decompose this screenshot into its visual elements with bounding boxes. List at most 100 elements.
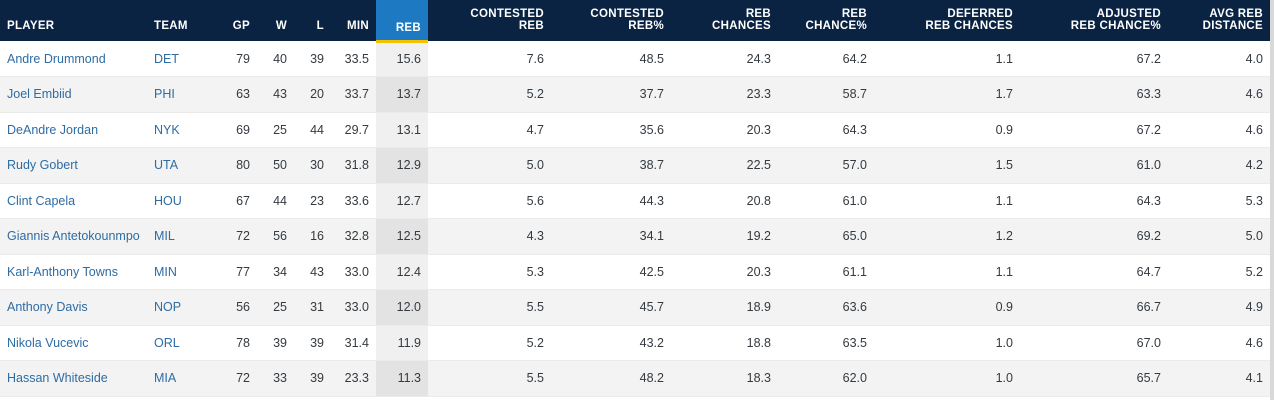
cell-w: 56: [257, 218, 294, 255]
team-link[interactable]: MIN: [147, 254, 217, 290]
cell-deferred-reb-chances: 1.7: [874, 76, 1020, 113]
column-header-w[interactable]: W: [257, 0, 294, 41]
player-link[interactable]: Nikola Vucevic: [0, 325, 147, 361]
column-header-gp[interactable]: GP: [217, 0, 257, 41]
cell-gp: 56: [217, 289, 257, 326]
scrollbar[interactable]: [1270, 0, 1274, 400]
player-link[interactable]: Andre Drummond: [0, 41, 147, 77]
team-link[interactable]: HOU: [147, 183, 217, 219]
cell-contested-reb-pct: 48.5: [551, 41, 671, 77]
cell-contested-reb: 5.6: [428, 183, 551, 219]
cell-reb: 12.7: [376, 183, 428, 219]
cell-w: 25: [257, 112, 294, 148]
cell-min: 33.6: [331, 183, 376, 219]
column-header-reb-chance-pct[interactable]: REB CHANCE%: [778, 0, 874, 41]
cell-reb-chances: 20.3: [671, 254, 778, 290]
cell-reb-chances: 19.2: [671, 218, 778, 255]
cell-adjusted-reb-chance-pct: 66.7: [1020, 289, 1168, 326]
column-header-l[interactable]: L: [294, 0, 331, 41]
cell-l: 30: [294, 147, 331, 184]
cell-reb: 13.7: [376, 76, 428, 113]
cell-reb-chances: 20.8: [671, 183, 778, 219]
cell-gp: 63: [217, 76, 257, 113]
cell-contested-reb-pct: 35.6: [551, 112, 671, 148]
player-link[interactable]: Rudy Gobert: [0, 147, 147, 184]
cell-gp: 79: [217, 41, 257, 77]
cell-adjusted-reb-chance-pct: 63.3: [1020, 76, 1168, 113]
table-row: Nikola Vucevic ORL 78 39 39 31.4 11.9 5.2 43.2 18…: [0, 325, 1270, 361]
cell-reb-chance-pct: 61.0: [778, 183, 874, 219]
cell-reb-chance-pct: 58.7: [778, 76, 874, 113]
cell-l: 23: [294, 183, 331, 219]
cell-l: 44: [294, 112, 331, 148]
cell-avg-reb-distance: 5.2: [1168, 254, 1270, 290]
cell-avg-reb-distance: 4.9: [1168, 289, 1270, 326]
cell-contested-reb-pct: 38.7: [551, 147, 671, 184]
cell-contested-reb: 5.5: [428, 289, 551, 326]
cell-reb-chance-pct: 62.0: [778, 360, 874, 397]
cell-adjusted-reb-chance-pct: 65.7: [1020, 360, 1168, 397]
cell-contested-reb-pct: 45.7: [551, 289, 671, 326]
cell-deferred-reb-chances: 1.1: [874, 254, 1020, 290]
cell-min: 33.0: [331, 254, 376, 290]
cell-contested-reb: 4.3: [428, 218, 551, 255]
team-link[interactable]: DET: [147, 41, 217, 77]
column-header-adjusted-reb-chance-pct[interactable]: ADJUSTED REB CHANCE%: [1020, 0, 1168, 41]
cell-adjusted-reb-chance-pct: 67.0: [1020, 325, 1168, 361]
cell-contested-reb: 7.6: [428, 41, 551, 77]
cell-reb-chances: 18.8: [671, 325, 778, 361]
column-header-deferred-reb-chances[interactable]: DEFERRED REB CHANCES: [874, 0, 1020, 41]
player-link[interactable]: Giannis Antetokounmpo: [0, 218, 147, 255]
cell-adjusted-reb-chance-pct: 64.3: [1020, 183, 1168, 219]
cell-contested-reb: 5.3: [428, 254, 551, 290]
cell-reb: 12.5: [376, 218, 428, 255]
team-link[interactable]: MIL: [147, 218, 217, 255]
cell-contested-reb-pct: 48.2: [551, 360, 671, 397]
cell-deferred-reb-chances: 1.5: [874, 147, 1020, 184]
team-link[interactable]: NOP: [147, 289, 217, 326]
cell-l: 20: [294, 76, 331, 113]
table-row: Joel Embiid PHI 63 43 20 33.7 13.7 5.2 37.7 23.3 5…: [0, 76, 1270, 113]
column-header-contested-reb[interactable]: CONTESTED REB: [428, 0, 551, 41]
cell-adjusted-reb-chance-pct: 61.0: [1020, 147, 1168, 184]
cell-contested-reb: 5.5: [428, 360, 551, 397]
column-header-player[interactable]: PLAYER: [0, 0, 147, 41]
cell-reb-chance-pct: 57.0: [778, 147, 874, 184]
column-header-contested-reb-pct[interactable]: CONTESTED REB%: [551, 0, 671, 41]
team-link[interactable]: PHI: [147, 76, 217, 113]
team-link[interactable]: MIA: [147, 360, 217, 397]
cell-l: 39: [294, 360, 331, 397]
player-link[interactable]: Clint Capela: [0, 183, 147, 219]
table-body: Andre Drummond DET 79 40 39 33.5 15.6 7.6 48.5 24…: [0, 41, 1270, 397]
column-header-min[interactable]: MIN: [331, 0, 376, 41]
cell-gp: 77: [217, 254, 257, 290]
cell-contested-reb-pct: 34.1: [551, 218, 671, 255]
player-link[interactable]: Hassan Whiteside: [0, 360, 147, 397]
cell-min: 31.8: [331, 147, 376, 184]
player-link[interactable]: Karl-Anthony Towns: [0, 254, 147, 290]
player-link[interactable]: Joel Embiid: [0, 76, 147, 113]
cell-w: 43: [257, 76, 294, 113]
column-header-avg-reb-distance[interactable]: AVG REB DISTANCE: [1168, 0, 1270, 41]
player-link[interactable]: Anthony Davis: [0, 289, 147, 326]
cell-adjusted-reb-chance-pct: 67.2: [1020, 112, 1168, 148]
cell-contested-reb: 5.2: [428, 76, 551, 113]
cell-reb: 12.4: [376, 254, 428, 290]
column-header-reb-chances[interactable]: REB CHANCES: [671, 0, 778, 41]
cell-contested-reb-pct: 43.2: [551, 325, 671, 361]
table-row: Karl-Anthony Towns MIN 77 34 43 33.0 12.4 5.3 42…: [0, 254, 1270, 290]
cell-contested-reb: 5.0: [428, 147, 551, 184]
cell-w: 25: [257, 289, 294, 326]
column-header-team[interactable]: TEAM: [147, 0, 217, 41]
cell-w: 34: [257, 254, 294, 290]
cell-contested-reb: 4.7: [428, 112, 551, 148]
cell-w: 39: [257, 325, 294, 361]
team-link[interactable]: NYK: [147, 112, 217, 148]
column-header-reb[interactable]: REB: [376, 0, 428, 43]
cell-reb-chances: 24.3: [671, 41, 778, 77]
team-link[interactable]: ORL: [147, 325, 217, 361]
player-link[interactable]: DeAndre Jordan: [0, 112, 147, 148]
team-link[interactable]: UTA: [147, 147, 217, 184]
cell-avg-reb-distance: 4.2: [1168, 147, 1270, 184]
